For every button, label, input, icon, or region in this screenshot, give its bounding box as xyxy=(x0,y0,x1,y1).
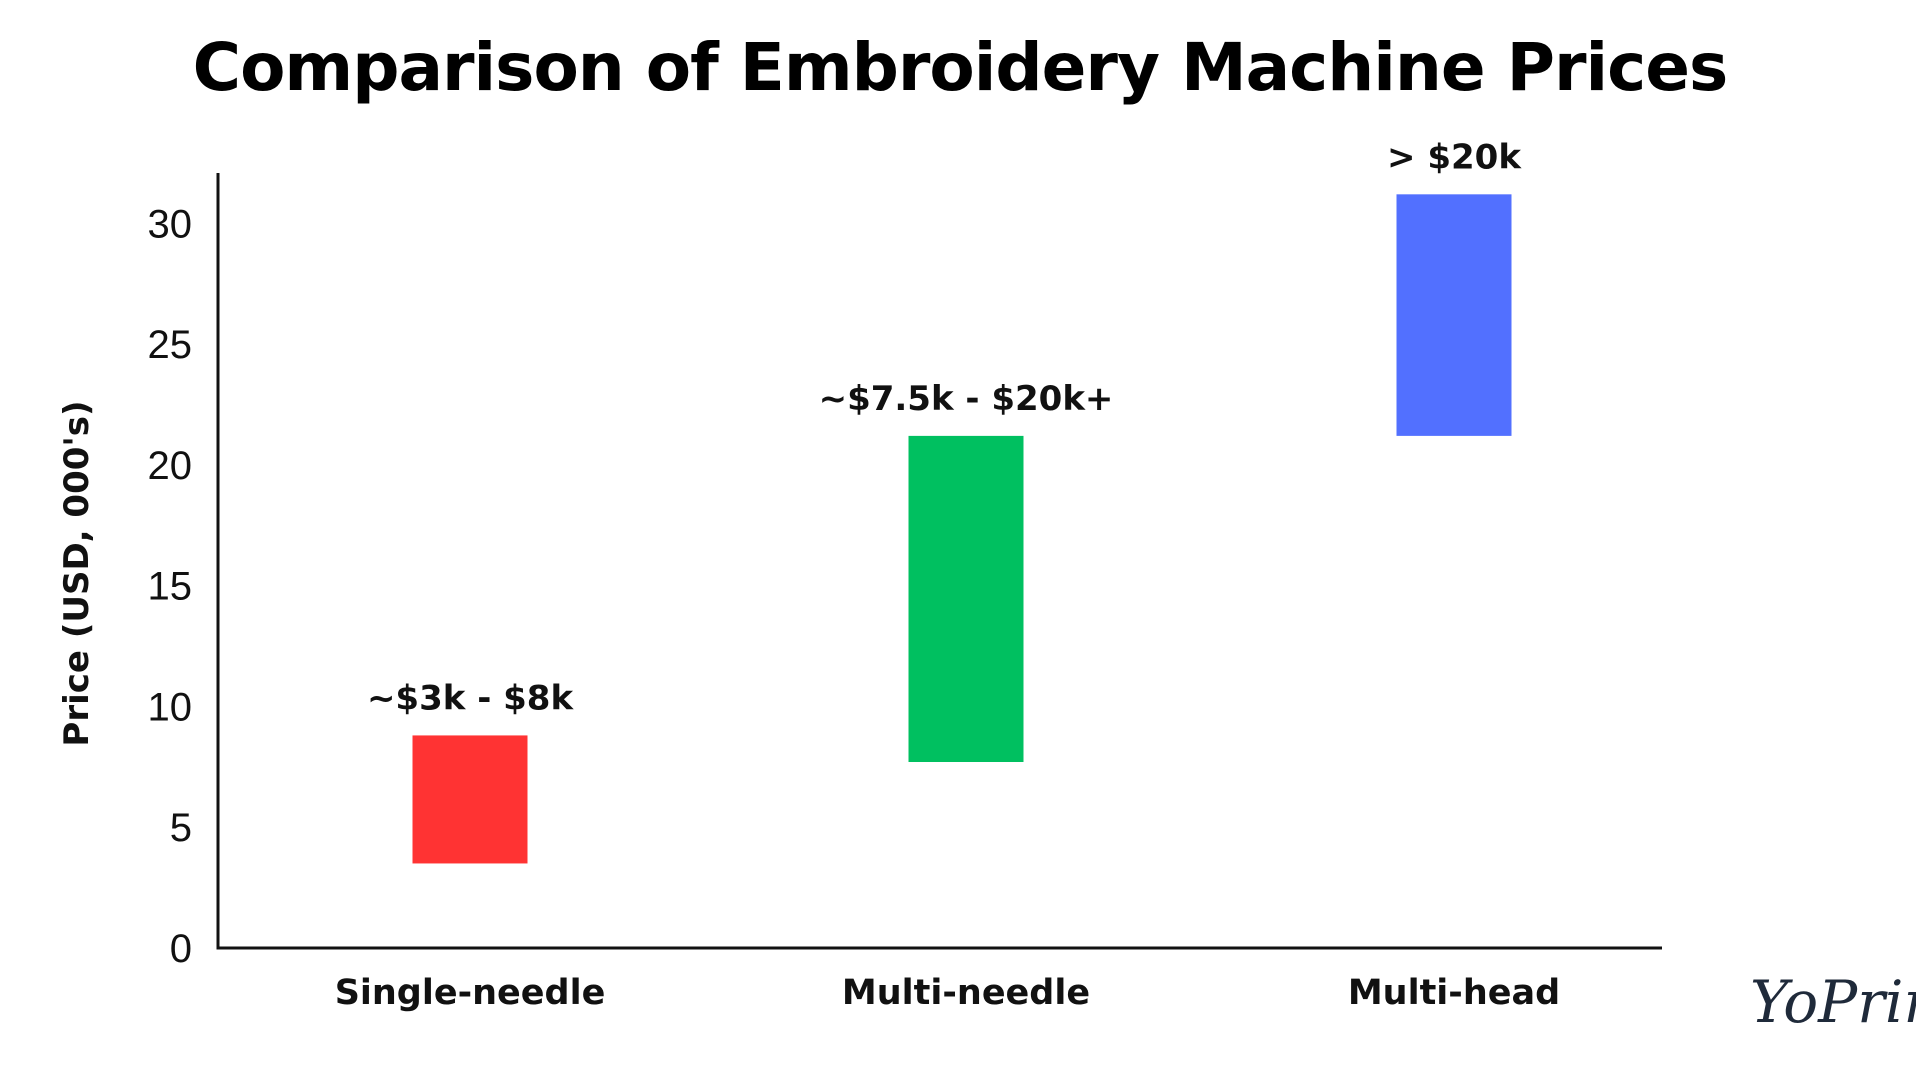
price-range-bar xyxy=(412,735,528,864)
y-tick-label: 20 xyxy=(148,444,193,488)
price-range-label: > $20k xyxy=(1387,137,1522,177)
axes: Price (USD, 000's) xyxy=(57,173,1662,950)
data-labels: ~$3k - $8k ~$7.5k - $20k+ > $20k xyxy=(367,137,1522,718)
y-tick-label: 10 xyxy=(148,685,193,729)
brand-logo-text: YoPrint xyxy=(1750,968,1916,1036)
y-tick-label: 0 xyxy=(170,927,192,971)
category-label: Multi-needle xyxy=(842,973,1090,1013)
price-range-bar xyxy=(1396,194,1512,436)
category-labels: Single-needle Multi-needle Multi-head xyxy=(335,973,1560,1013)
chart-title: Comparison of Embroidery Machine Prices xyxy=(192,29,1729,106)
y-tick-label: 5 xyxy=(170,806,192,850)
y-tick-label: 30 xyxy=(148,202,193,246)
brand-logo: YoPrint xyxy=(1750,968,1916,1036)
y-tick-label: 25 xyxy=(148,323,193,367)
price-range-bar xyxy=(908,435,1024,762)
y-axis-title: Price (USD, 000's) xyxy=(57,400,97,746)
category-label: Single-needle xyxy=(335,973,606,1013)
price-range-label: ~$7.5k - $20k+ xyxy=(819,379,1114,419)
y-tick-label: 15 xyxy=(148,565,193,609)
y-ticks: 0 5 10 15 20 25 30 xyxy=(148,202,193,971)
bars xyxy=(412,194,1512,864)
price-range-label: ~$3k - $8k xyxy=(367,678,575,718)
category-label: Multi-head xyxy=(1348,973,1560,1013)
